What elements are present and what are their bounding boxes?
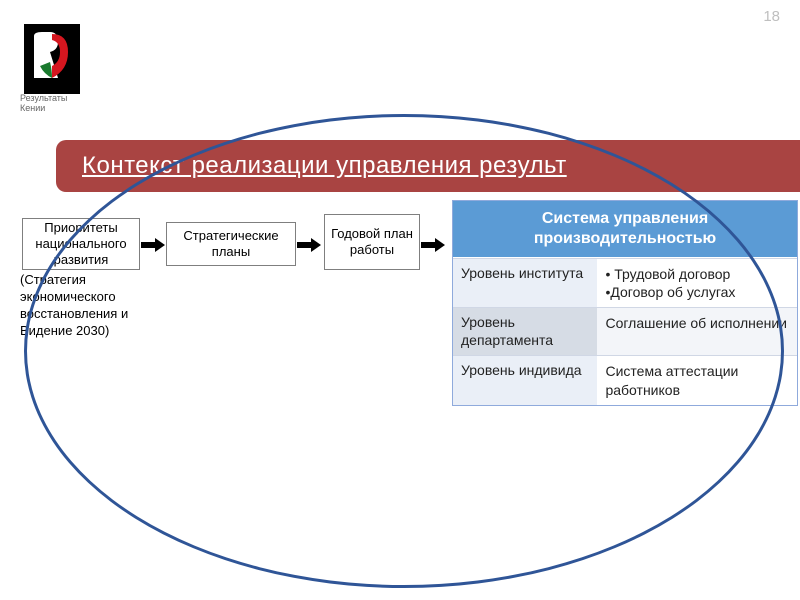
- logo: [24, 24, 80, 94]
- flow-box-priorities-label: Приоритеты национального развития: [27, 220, 135, 269]
- table-row: Уровень департамента Соглашение об испол…: [453, 307, 797, 355]
- table-cell-level: Уровень индивида: [453, 356, 597, 404]
- table-row: Уровень индивида Система аттестации рабо…: [453, 355, 797, 404]
- flow-box-strategic-plans-label: Стратегические планы: [171, 228, 291, 261]
- flow-box-strategic-plans: Стратегические планы: [166, 222, 296, 266]
- table-cell-line: Система аттестации работников: [605, 363, 738, 397]
- table-cell-level: Уровень института: [453, 259, 597, 307]
- arrow-3: [421, 238, 445, 252]
- table-cell-line: • Трудовой договор: [605, 265, 789, 283]
- table-cell-line: •Договор об услугах: [605, 283, 789, 301]
- flow-box-priorities-subtext: (Стратегия экономического восстановления…: [20, 272, 144, 340]
- title-bar: Контекст реализации управления результ: [56, 140, 800, 192]
- table-cell-content: Соглашение об исполнении: [597, 308, 797, 355]
- flow-box-priorities: Приоритеты национального развития: [22, 218, 140, 270]
- flow-box-annual-plan-label: Годовой план работы: [329, 226, 415, 259]
- table-row: Уровень института • Трудовой договор •До…: [453, 258, 797, 307]
- table-cell-content: • Трудовой договор •Договор об услугах: [597, 259, 797, 307]
- table-cell-level: Уровень департамента: [453, 308, 597, 355]
- logo-caption: Результаты Кении: [20, 94, 90, 114]
- page-number: 18: [763, 8, 780, 25]
- arrow-2: [297, 238, 321, 252]
- performance-mgmt-table: Система управления производительностью У…: [452, 200, 798, 406]
- arrow-1: [141, 238, 165, 252]
- flow-box-annual-plan: Годовой план работы: [324, 214, 420, 270]
- table-cell-content: Система аттестации работников: [597, 356, 797, 404]
- table-header: Система управления производительностью: [453, 201, 797, 258]
- page-title: Контекст реализации управления результ: [82, 152, 567, 180]
- table-cell-line: Соглашение об исполнении: [605, 315, 787, 331]
